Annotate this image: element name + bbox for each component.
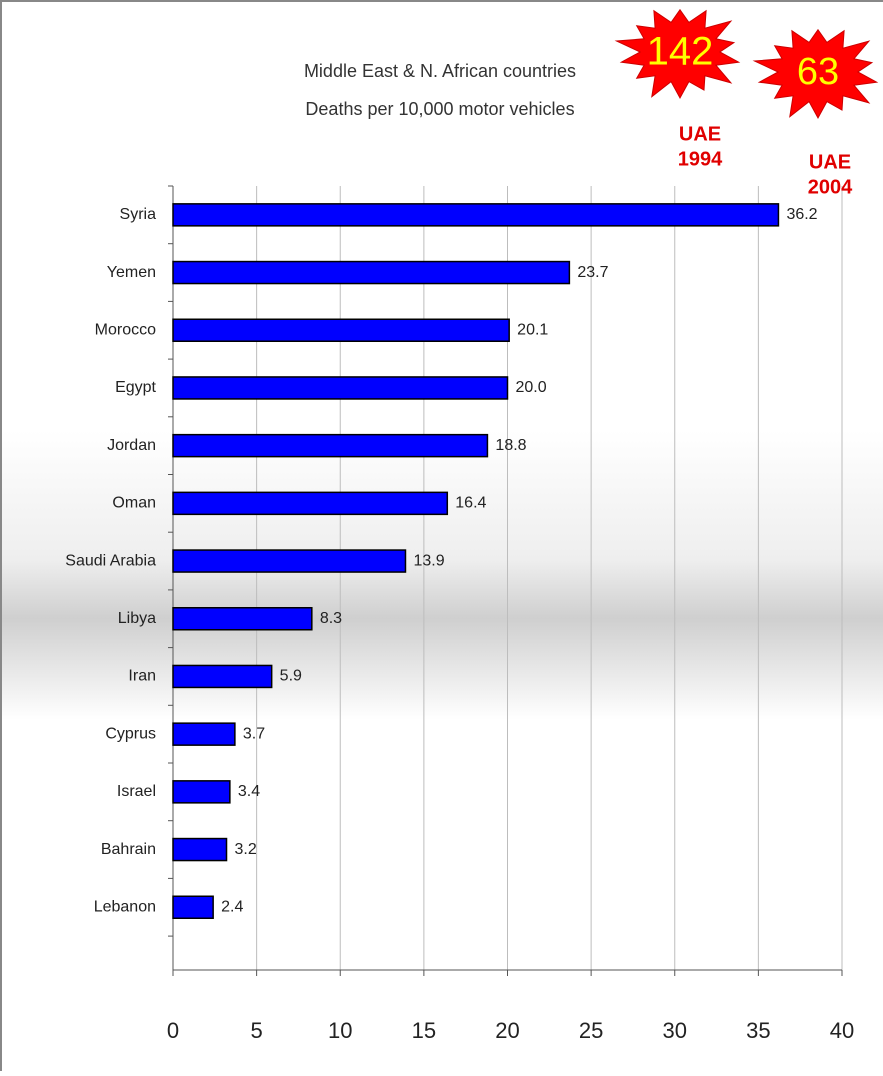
bar — [172, 491, 449, 516]
bar — [172, 780, 231, 804]
y-tick-label: Jordan — [107, 437, 156, 454]
data-label: 5.9 — [280, 668, 302, 685]
y-tick-label: Yemen — [107, 264, 156, 281]
x-tick-label: 30 — [663, 1018, 687, 1043]
burst-caption: UAE — [809, 151, 851, 173]
x-tick-label: 5 — [251, 1018, 263, 1043]
bar — [172, 376, 509, 400]
data-label: 16.4 — [455, 495, 486, 512]
y-tick-label: Iran — [128, 668, 156, 685]
bar — [172, 895, 214, 919]
y-tick-label: Oman — [112, 495, 156, 512]
x-tick-label: 25 — [579, 1018, 603, 1043]
burst-caption: 1994 — [678, 148, 723, 170]
x-tick-label: 0 — [167, 1018, 179, 1043]
data-label: 36.2 — [786, 206, 817, 223]
data-label: 18.8 — [495, 437, 526, 454]
burst-caption: 2004 — [808, 176, 853, 198]
data-label: 20.1 — [517, 321, 548, 338]
bar — [172, 549, 407, 573]
x-tick-label: 20 — [495, 1018, 519, 1043]
x-tick-label: 10 — [328, 1018, 352, 1043]
starburst — [614, 8, 741, 99]
y-tick-label: Egypt — [115, 379, 156, 396]
bar — [172, 837, 228, 862]
y-tick-label: Cyprus — [105, 725, 156, 742]
x-tick-label: 15 — [412, 1018, 436, 1043]
y-tick-label: Bahrain — [101, 841, 156, 858]
y-tick-label: Israel — [117, 783, 156, 800]
x-tick-label: 40 — [830, 1018, 854, 1043]
burst-label: 142 — [647, 30, 714, 74]
background-image — [0, 430, 883, 720]
y-tick-label: Syria — [120, 206, 157, 223]
data-label: 3.7 — [243, 725, 265, 742]
bar — [172, 722, 236, 746]
bar — [172, 664, 273, 689]
bar — [172, 318, 510, 342]
bar — [172, 203, 780, 227]
data-label: 3.2 — [235, 841, 257, 858]
bar — [172, 607, 313, 631]
chart-title: Middle East & N. African countries — [304, 61, 576, 81]
starburst — [752, 28, 879, 119]
data-label: 8.3 — [320, 610, 342, 627]
data-label: 20.0 — [516, 379, 547, 396]
data-label: 23.7 — [577, 264, 608, 281]
y-tick-label: Saudi Arabia — [65, 552, 156, 569]
x-tick-label: 35 — [746, 1018, 770, 1043]
data-label: 3.4 — [238, 783, 260, 800]
bar — [172, 260, 571, 285]
data-label: 2.4 — [221, 898, 243, 915]
burst-caption: UAE — [679, 123, 721, 145]
y-tick-label: Morocco — [95, 321, 156, 338]
y-tick-label: Lebanon — [94, 898, 156, 915]
burst-label: 63 — [797, 51, 839, 93]
data-label: 13.9 — [413, 552, 444, 569]
y-tick-label: Libya — [118, 610, 156, 627]
bar — [172, 433, 489, 458]
chart-subtitle: Deaths per 10,000 motor vehicles — [305, 99, 574, 119]
